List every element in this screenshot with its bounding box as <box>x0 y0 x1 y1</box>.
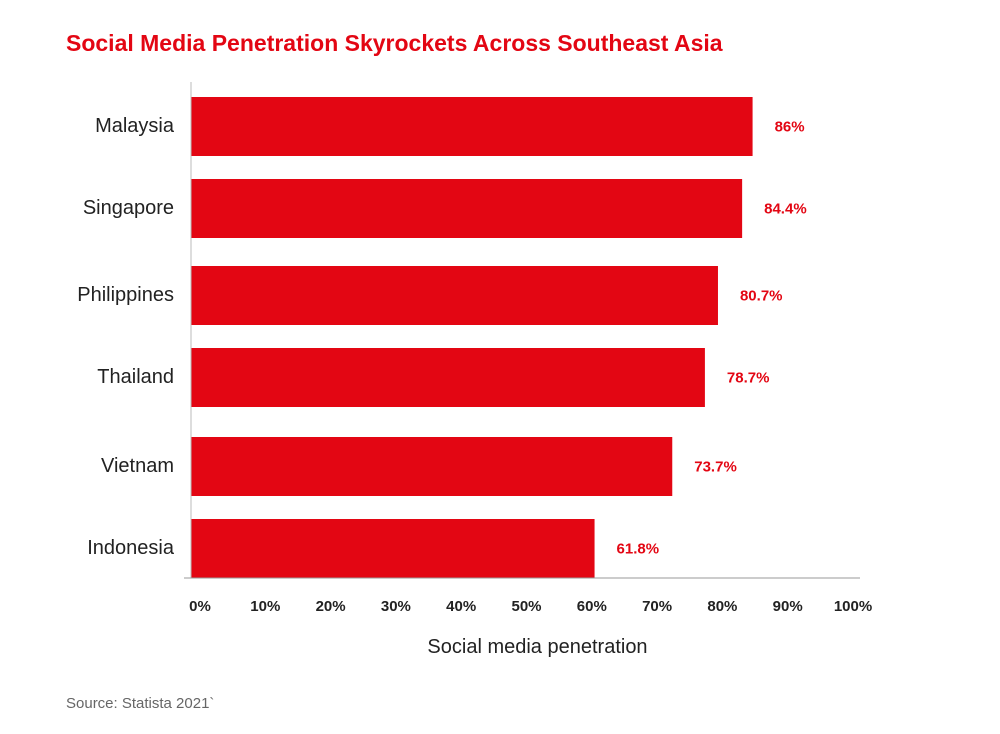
category-label: Vietnam <box>101 455 174 477</box>
x-tick-labels: 0% 10% 20% 30% 40% 50% 60% 70% 80% 90% 100% <box>189 598 872 615</box>
value-labels: 86% 84.4% 80.7% 78.7% 73.7% 61.8% <box>617 118 807 557</box>
x-tick-label: 40% <box>446 598 476 615</box>
x-axis-title: Social media penetration <box>427 636 648 658</box>
x-tick-label: 100% <box>834 598 872 615</box>
x-tick-label: 90% <box>773 598 803 615</box>
bar-singapore <box>191 179 743 238</box>
chart-title: Social Media Penetration Skyrockets Acro… <box>66 30 723 56</box>
value-label: 86% <box>775 118 805 135</box>
category-labels: Malaysia Singapore Philippines Thailand Viet… <box>77 115 175 559</box>
value-label: 73.7% <box>694 458 737 475</box>
value-label: 78.7% <box>727 369 770 386</box>
category-label: Thailand <box>97 366 174 388</box>
value-label: 61.8% <box>617 540 660 557</box>
category-label: Philippines <box>77 284 174 306</box>
x-tick-label: 30% <box>381 598 411 615</box>
x-tick-label: 10% <box>250 598 280 615</box>
value-label: 80.7% <box>740 287 783 304</box>
source-note: Source: Statista 2021` <box>66 695 215 712</box>
value-label: 84.4% <box>764 200 807 217</box>
x-tick-label: 70% <box>642 598 672 615</box>
x-tick-label: 0% <box>189 598 211 615</box>
bar-philippines <box>191 266 718 325</box>
x-tick-label: 60% <box>577 598 607 615</box>
bar-indonesia <box>191 519 595 578</box>
category-label: Malaysia <box>95 115 175 137</box>
x-tick-label: 80% <box>707 598 737 615</box>
x-tick-label: 20% <box>316 598 346 615</box>
bar-thailand <box>191 348 705 407</box>
bar-malaysia <box>191 97 753 156</box>
bars-layer <box>191 97 753 578</box>
bar-vietnam <box>191 437 673 496</box>
category-label: Indonesia <box>87 537 175 559</box>
x-tick-label: 50% <box>511 598 541 615</box>
category-label: Singapore <box>83 197 174 219</box>
